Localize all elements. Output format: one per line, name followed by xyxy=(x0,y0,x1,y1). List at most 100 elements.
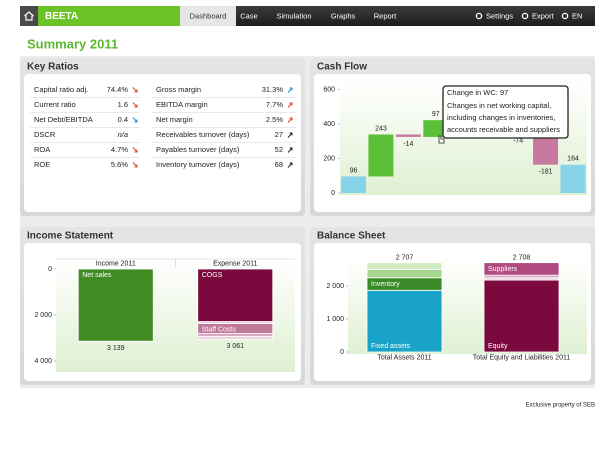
column-header: Expense 2011 xyxy=(213,260,257,267)
page-title: Summary 2011 xyxy=(27,36,118,51)
nav-tab[interactable] xyxy=(180,6,236,26)
trend-arrow xyxy=(287,117,293,123)
x-tick-label: Total Equity and Liabilities 2011 xyxy=(473,354,571,361)
tooltip-box xyxy=(442,85,569,139)
trend-arrow xyxy=(132,117,138,123)
stacked-segment xyxy=(483,279,560,353)
ratio-value: 52 xyxy=(275,145,283,154)
y-tick-label: 2 000 xyxy=(326,283,344,290)
waterfall-bar xyxy=(560,164,586,193)
ratio-value: 31.3% xyxy=(262,85,284,94)
waterfall-bar xyxy=(533,133,559,165)
segment-label: Fixed assets xyxy=(371,343,411,350)
data-label: -181 xyxy=(539,169,553,176)
footer: Exclusive property of SEB xyxy=(526,403,595,409)
home-icon xyxy=(24,11,34,21)
segment-label: COGS xyxy=(202,272,223,279)
x-tick-label: Total Assets 2011 xyxy=(377,354,431,361)
total-label: 2 707 xyxy=(396,255,414,262)
ratio-value: 1.6 xyxy=(118,100,128,109)
trend-arrow xyxy=(287,102,293,108)
ratio-value: 2.5% xyxy=(266,115,283,124)
ratio-label: Net Debt/EBITDA xyxy=(34,115,93,124)
panel-title: Cash Flow xyxy=(317,62,367,73)
ratio-value: 5.6% xyxy=(111,160,128,169)
stacked-segment xyxy=(366,269,443,279)
ratio-value: 4.7% xyxy=(111,145,128,154)
y-tick-label: 200 xyxy=(323,155,335,162)
trend-arrow xyxy=(287,147,293,153)
y-tick-label: 0 xyxy=(331,190,335,197)
ratio-value: 0.4 xyxy=(118,115,128,124)
panel-title: Key Ratios xyxy=(27,62,79,73)
trend-arrow xyxy=(132,102,138,108)
tooltip-title: Change in WC: 97 xyxy=(447,88,508,97)
waterfall-bar xyxy=(368,134,394,177)
tool-icon xyxy=(475,12,483,20)
tool-label[interactable]: Settings xyxy=(486,11,513,20)
stacked-segment xyxy=(77,268,154,342)
ratio-label: Net margin xyxy=(156,115,193,124)
data-label: 164 xyxy=(567,156,579,163)
total-label: 3 139 xyxy=(107,345,125,352)
y-tick-label: 0 xyxy=(340,349,344,356)
waterfall-bar xyxy=(341,176,366,193)
y-tick-label: 1 000 xyxy=(326,316,344,323)
brand-box xyxy=(38,6,180,26)
nav-tab-label[interactable]: Report xyxy=(374,11,397,20)
column-header: Income 2011 xyxy=(96,260,136,267)
ratio-value: 27 xyxy=(275,130,283,139)
y-tick-label: 600 xyxy=(323,86,335,93)
ratio-label: ROE xyxy=(34,160,50,169)
ratio-value: n/a xyxy=(118,130,128,139)
total-label: 2 708 xyxy=(513,255,531,262)
segment-label: Equity xyxy=(488,343,508,350)
trend-arrow xyxy=(132,87,138,93)
ratio-label: Receivables turnover (days) xyxy=(156,130,250,139)
data-label: 243 xyxy=(375,125,387,132)
ratio-value: 68 xyxy=(275,160,283,169)
waterfall-bar xyxy=(395,134,421,137)
segment-label: Inventory xyxy=(371,281,400,288)
tool-label[interactable]: Export xyxy=(532,11,555,20)
trend-arrow xyxy=(287,132,293,138)
ratio-value: 74.4% xyxy=(107,85,129,94)
ratio-label: Gross margin xyxy=(156,85,201,94)
stacked-segment xyxy=(197,335,274,340)
trend-arrow xyxy=(132,147,138,153)
y-tick-label: 2 000 xyxy=(34,312,52,319)
tool-icon xyxy=(561,12,569,20)
stacked-segment xyxy=(197,268,274,323)
ratio-label: Current ratio xyxy=(34,100,76,109)
panel-body xyxy=(24,74,301,212)
y-tick-label: 400 xyxy=(323,121,335,128)
trend-arrow xyxy=(132,162,138,168)
total-label: 3 061 xyxy=(226,343,244,350)
trend-arrow xyxy=(287,87,293,93)
segment-label: Suppliers xyxy=(488,266,518,273)
ratio-label: Capital ratio adj. xyxy=(34,85,88,94)
y-tick-label: 4 000 xyxy=(34,358,52,365)
data-label: 96 xyxy=(350,167,358,174)
panel-title: Income Statement xyxy=(27,231,114,242)
tool-label[interactable]: EN xyxy=(572,11,582,20)
panel-title: Balance Sheet xyxy=(317,231,386,242)
segment-label: Staff Costs xyxy=(202,326,237,333)
tooltip-line: Changes in net working capital, xyxy=(447,101,551,110)
segment-label: Net sales xyxy=(82,272,112,279)
home-button[interactable] xyxy=(20,6,38,26)
nav-tab-label[interactable]: Simulation xyxy=(276,11,311,20)
nav-tab-label[interactable]: Case xyxy=(240,11,258,20)
tooltip-line: accounts receivable and suppliers xyxy=(447,125,560,134)
nav-tab-label[interactable]: Graphs xyxy=(331,11,356,20)
data-label: -74 xyxy=(513,137,523,144)
nav-bar: BEETA Dashboard Case Simulation Graphs Repor… xyxy=(20,6,595,26)
stacked-segment xyxy=(366,262,443,270)
tool-icon xyxy=(521,12,529,20)
brand: BEETA xyxy=(45,11,78,22)
ratio-label: ROA xyxy=(34,145,50,154)
ratio-label: Inventory turnover (days) xyxy=(156,160,240,169)
ratio-value: 7.7% xyxy=(266,100,283,109)
nav-tab-label[interactable]: Dashboard xyxy=(190,11,227,20)
